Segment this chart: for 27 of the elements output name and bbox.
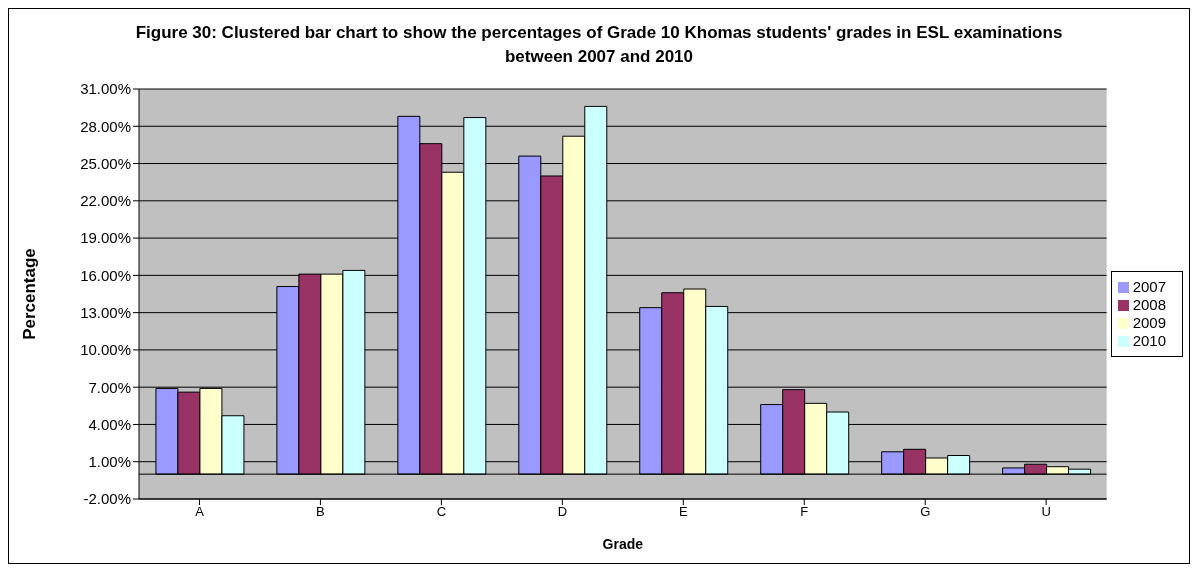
y-tick-label: 25.00%: [80, 154, 131, 172]
y-tick-label: 1.00%: [88, 453, 131, 471]
x-tick-label: E: [678, 504, 688, 520]
chart-title: Figure 30: Clustered bar chart to show the percentages of Grade 10 Khomas students' grades in ESL examinations between 2007 and 2010: [134, 22, 1064, 68]
x-tick-label: D: [557, 504, 568, 520]
legend-label: 2010: [1132, 332, 1166, 349]
y-tick-label: 13.00%: [80, 303, 131, 321]
x-tick-label: B: [316, 504, 325, 520]
x-tick-label: G: [920, 504, 931, 520]
y-tick-label: 7.00%: [88, 378, 131, 396]
y-tick-label: 10.00%: [80, 341, 131, 359]
y-tick-label: 4.00%: [88, 415, 131, 433]
x-tick-label: C: [436, 504, 447, 520]
y-tick-label: 31.00%: [80, 80, 131, 98]
y-tick-label: 19.00%: [80, 229, 131, 247]
y-axis-title: Percentage: [20, 248, 40, 340]
y-tick-label: 22.00%: [80, 192, 131, 210]
x-axis-title: Grade: [602, 536, 644, 552]
legend-label: 2008: [1132, 296, 1166, 313]
y-tick-label: -2.00%: [83, 490, 131, 508]
legend-label: 2007: [1132, 278, 1166, 295]
x-tick-label: A: [195, 504, 205, 520]
legend-label: 2009: [1132, 314, 1166, 331]
x-tick-label: F: [800, 504, 809, 520]
x-tick-label: U: [1041, 504, 1051, 520]
y-tick-label: 28.00%: [80, 117, 131, 135]
y-tick-label: 16.00%: [80, 266, 131, 284]
